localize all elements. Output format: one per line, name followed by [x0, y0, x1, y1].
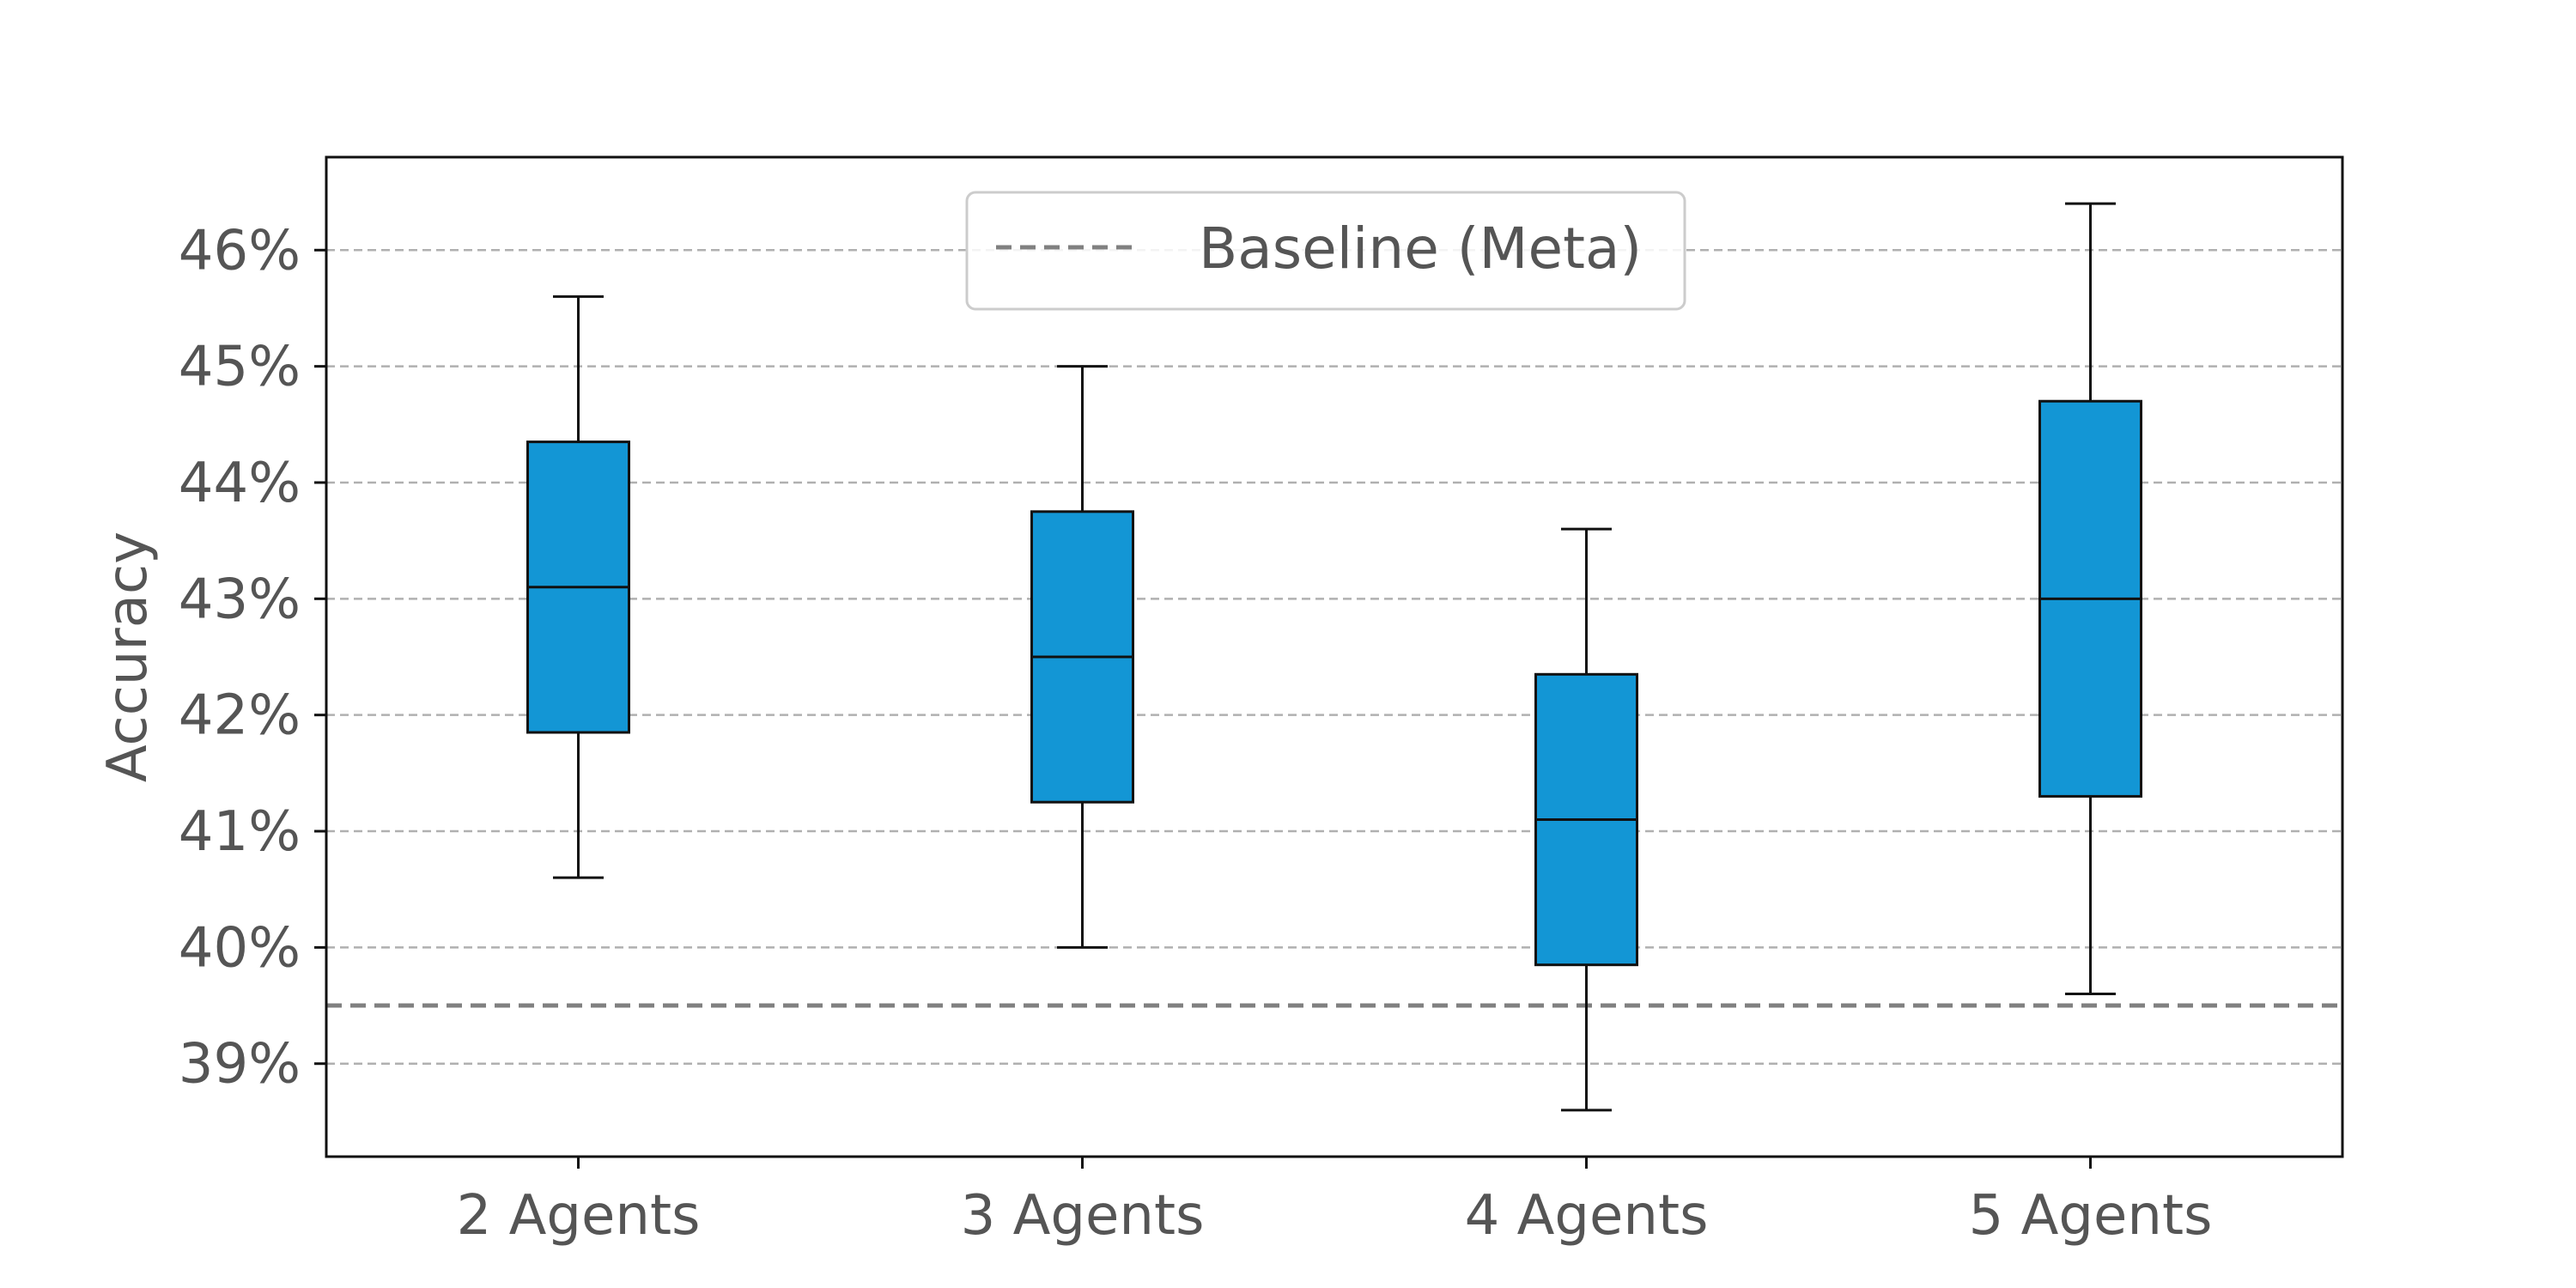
y-tick-label: 44% [179, 452, 301, 515]
y-tick-label: 43% [179, 568, 301, 631]
y-tick-label: 41% [179, 800, 301, 864]
y-tick-label: 45% [179, 336, 301, 399]
plot-frame [325, 155, 2344, 1158]
y-tick-label: 40% [179, 916, 301, 980]
legend-baseline-label: Baseline (Meta) [1199, 216, 1642, 282]
box-4-agents [1534, 527, 1638, 1112]
box-2-agents [526, 295, 630, 879]
x-axis: 2 Agents 3 Agents 4 Agents 5 Agents [457, 1157, 2213, 1248]
y-tick-label: 46% [179, 219, 301, 283]
boxes-layer [526, 202, 2142, 1112]
y-axis-label: Accuracy [96, 532, 160, 782]
y-axis: 39% 40% 41% 42% 43% 44% 45% 46% [179, 219, 326, 1097]
grid-lines [326, 249, 2342, 1065]
box-5-agents [2038, 202, 2142, 996]
x-tick-label: 4 Agents [1465, 1184, 1709, 1248]
legend: Baseline (Meta) [965, 191, 1686, 311]
box-3-agents [1030, 365, 1134, 949]
y-tick-label: 39% [179, 1033, 301, 1097]
x-tick-label: 3 Agents [961, 1184, 1205, 1248]
y-tick-label: 42% [179, 684, 301, 748]
legend-box [965, 191, 1686, 311]
x-tick-label: 5 Agents [1969, 1184, 2213, 1248]
x-tick-label: 2 Agents [457, 1184, 701, 1248]
